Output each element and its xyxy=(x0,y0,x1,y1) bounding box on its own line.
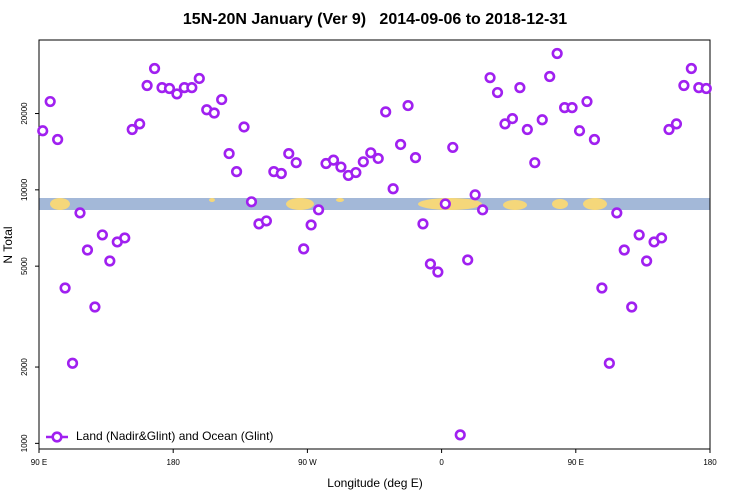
data-point xyxy=(223,147,235,160)
data-point xyxy=(409,152,422,164)
data-point xyxy=(447,141,459,154)
data-point xyxy=(484,72,496,84)
legend-label: Land (Nadir&Glint) and Ocean (Glint) xyxy=(76,429,273,443)
data-point xyxy=(37,125,49,137)
data-point xyxy=(685,62,697,75)
data-point xyxy=(432,266,444,278)
data-point xyxy=(357,156,369,168)
map-band xyxy=(39,198,710,210)
data-point xyxy=(529,157,541,169)
y-tick-label: 5000 xyxy=(20,257,29,275)
y-tick-label: 10000 xyxy=(20,178,29,201)
data-point xyxy=(163,82,176,95)
data-point xyxy=(380,106,392,118)
data-point xyxy=(327,154,340,166)
y-tick-label: 2000 xyxy=(20,358,29,376)
data-point xyxy=(454,429,466,441)
data-point xyxy=(618,244,630,256)
x-tick-label: 90 E xyxy=(568,458,584,467)
data-point xyxy=(81,244,94,256)
x-axis-label: Longitude (deg E) xyxy=(327,476,422,490)
data-point xyxy=(663,123,675,136)
legend-marker xyxy=(51,431,63,443)
data-point xyxy=(216,93,228,106)
data-point xyxy=(514,82,526,94)
data-point xyxy=(298,243,310,255)
data-point xyxy=(44,95,56,108)
chart-title: 15N-20N January (Ver 9) 2014-09-06 to 20… xyxy=(183,11,567,28)
data-point xyxy=(350,166,362,179)
data-point xyxy=(469,189,481,201)
data-point xyxy=(394,138,407,151)
data-point xyxy=(626,301,638,313)
plot-frame xyxy=(38,39,711,450)
data-point xyxy=(372,152,384,165)
y-tick-label: 20000 xyxy=(20,102,29,125)
data-point xyxy=(491,86,504,99)
data-point xyxy=(544,70,556,83)
data-point xyxy=(424,258,437,270)
data-point xyxy=(283,147,295,160)
data-point xyxy=(477,204,489,216)
y-axis-label: N Total xyxy=(1,226,15,263)
y-tick-label: 1000 xyxy=(20,434,29,452)
data-point xyxy=(230,166,243,178)
data-point xyxy=(59,282,71,294)
data-point xyxy=(312,204,325,216)
data-point xyxy=(148,62,161,75)
data-point xyxy=(89,301,101,313)
data-point xyxy=(186,82,198,94)
data-point xyxy=(141,79,153,92)
data-point xyxy=(700,82,712,95)
data-point xyxy=(193,72,205,85)
data-point xyxy=(521,123,533,136)
data-point xyxy=(611,207,623,219)
data-point xyxy=(305,219,317,231)
data-point xyxy=(603,357,615,369)
data-point xyxy=(596,282,608,294)
data-point xyxy=(74,207,86,219)
x-tick-label: 90 E xyxy=(31,458,47,467)
data-point xyxy=(260,215,272,227)
data-point xyxy=(536,114,548,126)
data-point xyxy=(402,99,414,112)
data-point xyxy=(171,88,183,100)
data-point xyxy=(208,107,220,119)
data-point xyxy=(581,95,593,108)
data-point xyxy=(670,118,683,130)
data-point xyxy=(275,167,287,180)
x-tick-label: 180 xyxy=(167,458,181,467)
data-point xyxy=(573,125,586,137)
data-point xyxy=(678,79,690,92)
data-point xyxy=(134,118,146,130)
data-point xyxy=(499,118,511,130)
data-point xyxy=(238,121,250,133)
data-point xyxy=(655,232,668,244)
data-point xyxy=(506,112,519,125)
data-point xyxy=(439,198,451,210)
x-tick-label: 0 xyxy=(439,458,444,467)
data-point xyxy=(365,147,377,159)
data-point xyxy=(335,161,347,173)
data-point xyxy=(290,157,302,169)
data-point xyxy=(52,133,64,146)
data-point xyxy=(588,133,601,146)
data-point xyxy=(417,218,429,230)
x-tick-label: 90 W xyxy=(298,458,317,467)
x-tick-label: 180 xyxy=(703,458,717,467)
data-point xyxy=(66,357,79,369)
data-point xyxy=(387,183,399,195)
data-point xyxy=(566,102,578,114)
data-point xyxy=(633,229,645,241)
data-point xyxy=(641,255,653,267)
data-point xyxy=(119,232,131,244)
data-point xyxy=(462,254,474,266)
data-point xyxy=(96,229,108,241)
data-point xyxy=(245,196,258,208)
data-point xyxy=(551,47,563,60)
data-point xyxy=(104,255,116,267)
data-point xyxy=(126,123,138,136)
